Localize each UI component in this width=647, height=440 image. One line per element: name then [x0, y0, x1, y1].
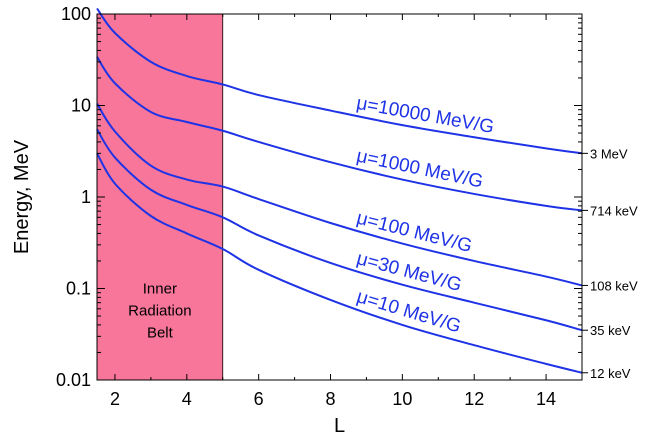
y-tick-label: 100 — [61, 4, 91, 24]
series-line-2 — [96, 103, 583, 287]
inner-radiation-belt-region — [96, 13, 224, 381]
curve-label: μ=100 MeV/G — [354, 208, 474, 257]
x-tick-label: 6 — [254, 389, 264, 409]
curve-label: μ=10000 MeV/G — [355, 93, 496, 138]
series-line-4 — [96, 152, 583, 374]
x-tick-label: 2 — [110, 389, 120, 409]
right-axis-ticks: 3 MeV 714 keV 108 keV 35 keV 12 keV — [574, 13, 638, 381]
y-tick-label: 10 — [71, 96, 91, 116]
right-energy-label: 108 keV — [590, 278, 638, 293]
x-tick-label: 4 — [182, 389, 192, 409]
y-tick-label: 0.1 — [66, 279, 91, 299]
y-axis-ticks: 0.01 0.1 1 10 100 — [56, 4, 105, 390]
x-tick-label: 14 — [536, 389, 556, 409]
curve-label: μ=1000 MeV/G — [355, 146, 485, 193]
region-label-line: Belt — [147, 325, 174, 342]
right-energy-label: 12 keV — [590, 366, 631, 381]
series-line-0 — [96, 7, 583, 155]
right-energy-label: 714 keV — [590, 203, 638, 218]
x-tick-label: 10 — [392, 389, 412, 409]
region-label-group: Inner Radiation Belt — [128, 281, 191, 342]
y-tick-label: 1 — [81, 187, 91, 207]
region-label-line: Radiation — [128, 303, 191, 320]
y-axis-title: Energy, MeV — [11, 139, 33, 254]
series-line-1 — [96, 56, 583, 212]
curves-group — [96, 7, 583, 374]
x-tick-label: 12 — [464, 389, 484, 409]
x-axis-ticks: 2 4 6 8 10 12 14 — [110, 14, 583, 409]
x-axis-title: L — [334, 415, 345, 437]
x-tick-label: 8 — [326, 389, 336, 409]
series-line-3 — [96, 128, 583, 332]
region-label-line: Inner — [143, 281, 177, 298]
y-tick-label: 0.01 — [56, 370, 91, 390]
right-energy-label: 35 keV — [590, 323, 631, 338]
right-energy-label: 3 MeV — [590, 146, 628, 161]
curve-label: μ=10 MeV/G — [354, 286, 463, 337]
